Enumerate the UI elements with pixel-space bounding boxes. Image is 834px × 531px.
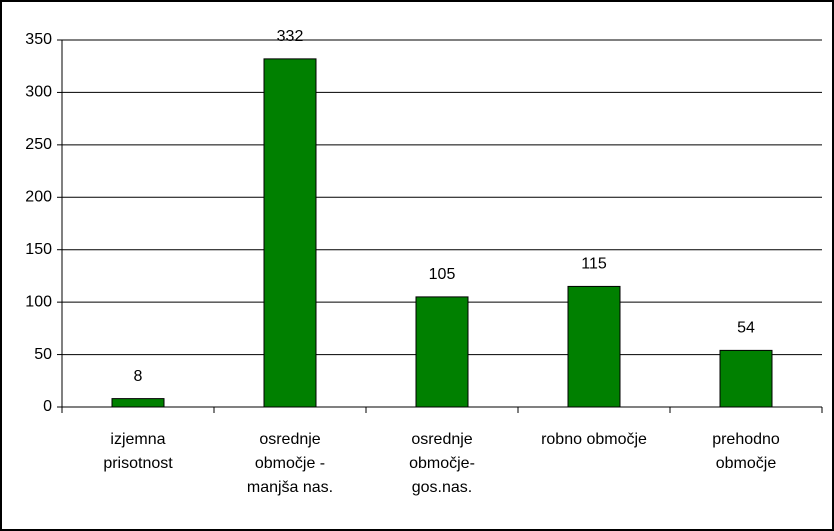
bar (263, 58, 317, 408)
y-tick-label: 150 (25, 241, 52, 258)
y-tick-label: 200 (25, 189, 52, 206)
data-label: 105 (429, 266, 456, 283)
x-tick-label: osrednje območje - manjša nas. (246, 431, 334, 496)
bar (415, 296, 469, 408)
bar (567, 285, 621, 408)
bar (111, 398, 165, 408)
data-label: 54 (737, 320, 755, 337)
data-label: 332 (277, 28, 304, 45)
y-tick-label: 300 (25, 84, 52, 101)
y-tick-label: 50 (34, 346, 52, 363)
x-tick-label: robno območje (541, 431, 647, 448)
y-tick-label: 100 (25, 293, 52, 310)
data-label: 8 (134, 368, 143, 385)
y-tick-label: 250 (25, 136, 52, 153)
x-tick-label: izjemna prisotnost (103, 431, 173, 472)
data-label: 115 (581, 256, 607, 273)
y-tick-label: 350 (25, 31, 52, 48)
x-tick-label: prehodno območje (712, 431, 780, 472)
x-tick-label: osrednje območje-gos.nas. (409, 431, 475, 496)
bar (719, 349, 773, 408)
y-tick-label: 0 (43, 398, 52, 415)
